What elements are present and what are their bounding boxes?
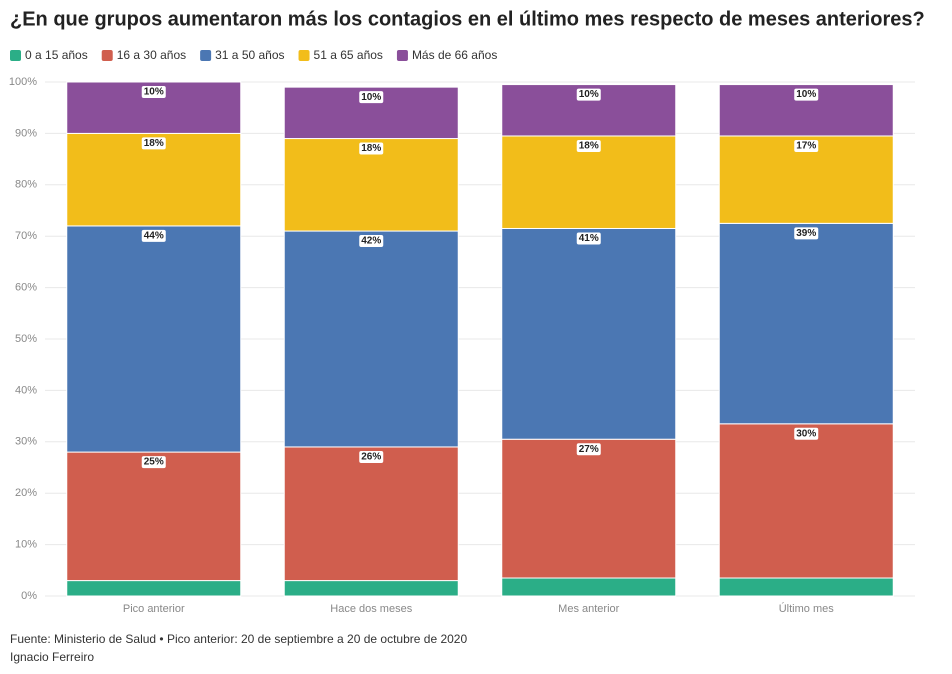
value-label: 30% xyxy=(796,428,816,439)
source: Fuente: Ministerio de Salud • Pico anter… xyxy=(10,632,467,646)
bar-segment xyxy=(718,423,894,579)
value-label: 26% xyxy=(361,452,381,463)
bar-segment xyxy=(283,230,459,448)
value-label-group: 10% xyxy=(141,86,166,98)
value-label-group: 25% xyxy=(141,456,166,469)
value-label-bg xyxy=(794,227,819,240)
value-label-group: 26% xyxy=(359,450,384,463)
bar-segment xyxy=(718,222,894,425)
value-label: 17% xyxy=(796,141,816,152)
value-label: 44% xyxy=(144,231,164,242)
value-label-group: 42% xyxy=(359,235,384,248)
y-tick-label: 80% xyxy=(15,179,37,191)
y-tick-label: 10% xyxy=(15,539,37,551)
value-label: 18% xyxy=(144,138,164,149)
value-label-bg xyxy=(359,235,384,248)
bar-segment xyxy=(66,225,242,453)
bar-segment xyxy=(718,84,894,137)
y-tick-label: 60% xyxy=(15,282,37,294)
value-label: 10% xyxy=(579,89,599,100)
y-tick-label: 20% xyxy=(15,487,37,499)
y-tick-label: 70% xyxy=(15,230,37,242)
value-label-bg xyxy=(794,427,819,440)
value-label-bg xyxy=(794,139,819,152)
value-label-group: 41% xyxy=(576,232,601,245)
value-label: 27% xyxy=(579,444,599,455)
value-label: 10% xyxy=(361,92,381,103)
bar-segment xyxy=(501,227,677,440)
value-label-bg xyxy=(141,456,166,469)
value-label-group: 18% xyxy=(141,137,166,150)
bar-segment xyxy=(283,580,459,597)
value-label: 18% xyxy=(579,141,599,152)
value-label-group: 10% xyxy=(794,88,819,101)
value-label: 10% xyxy=(144,87,164,98)
value-label-bg xyxy=(359,450,384,463)
value-label-bg xyxy=(141,137,166,150)
value-label: 10% xyxy=(796,89,816,100)
value-label-bg xyxy=(359,91,384,104)
value-label-group: 17% xyxy=(794,139,819,152)
value-label-bg xyxy=(794,88,819,101)
bar-segment xyxy=(501,577,677,597)
bar-segment xyxy=(718,577,894,597)
legend-swatch xyxy=(10,50,21,61)
legend-label: Más de 66 años xyxy=(412,48,497,62)
value-label-group: 44% xyxy=(141,229,166,242)
bar-segment xyxy=(501,438,677,579)
value-label: 42% xyxy=(361,236,381,247)
y-tick-label: 90% xyxy=(15,127,37,139)
value-label-group: 18% xyxy=(576,139,601,152)
y-tick-label: 50% xyxy=(15,333,37,345)
legend-label: 0 a 15 años xyxy=(25,48,88,62)
value-label-bg xyxy=(141,229,166,242)
value-label-group: 27% xyxy=(576,443,601,456)
value-label: 18% xyxy=(361,143,381,154)
y-tick-label: 40% xyxy=(15,384,37,396)
legend-swatch xyxy=(396,50,408,61)
legend-label: 16 a 30 años xyxy=(117,48,186,62)
x-tick-label: Mes anterior xyxy=(558,603,619,615)
value-label: 41% xyxy=(579,233,599,244)
chart-title: ¿En que grupos aumentaron más los contag… xyxy=(10,8,925,30)
value-label-group: 10% xyxy=(359,91,384,104)
value-label-group: 30% xyxy=(794,427,819,440)
value-label-group: 18% xyxy=(359,142,384,155)
x-tick-label: Hace dos meses xyxy=(330,603,412,615)
y-tick-label: 0% xyxy=(21,590,37,602)
legend-swatch xyxy=(298,50,310,61)
legend-label: 31 a 50 años xyxy=(215,48,284,62)
value-label-bg xyxy=(576,443,601,456)
value-label-group: 39% xyxy=(794,227,819,240)
x-tick-label: Pico anterior xyxy=(123,603,185,615)
bar-segment xyxy=(66,580,242,597)
legend: 0 a 15 años 16 a 30 años 31 a 50 años 51 a … xyxy=(10,48,497,62)
value-label-bg xyxy=(576,88,601,101)
x-tick-label: Último mes xyxy=(779,602,835,615)
value-label-bg xyxy=(359,142,384,155)
value-label: 39% xyxy=(796,228,816,239)
author: Ignacio Ferreiro xyxy=(10,650,94,664)
value-label: 25% xyxy=(144,457,164,468)
value-label-bg xyxy=(576,139,601,152)
bar-segment xyxy=(66,451,242,582)
legend-label: 51 a 65 años xyxy=(314,48,383,62)
y-tick-label: 100% xyxy=(9,76,37,88)
value-label-group: 10% xyxy=(576,88,601,101)
value-label-bg xyxy=(141,86,166,98)
value-label-bg xyxy=(576,232,601,245)
bar-segment xyxy=(283,446,459,582)
legend-swatch xyxy=(200,50,212,61)
y-tick-label: 30% xyxy=(15,436,37,448)
legend-swatch xyxy=(101,50,113,61)
